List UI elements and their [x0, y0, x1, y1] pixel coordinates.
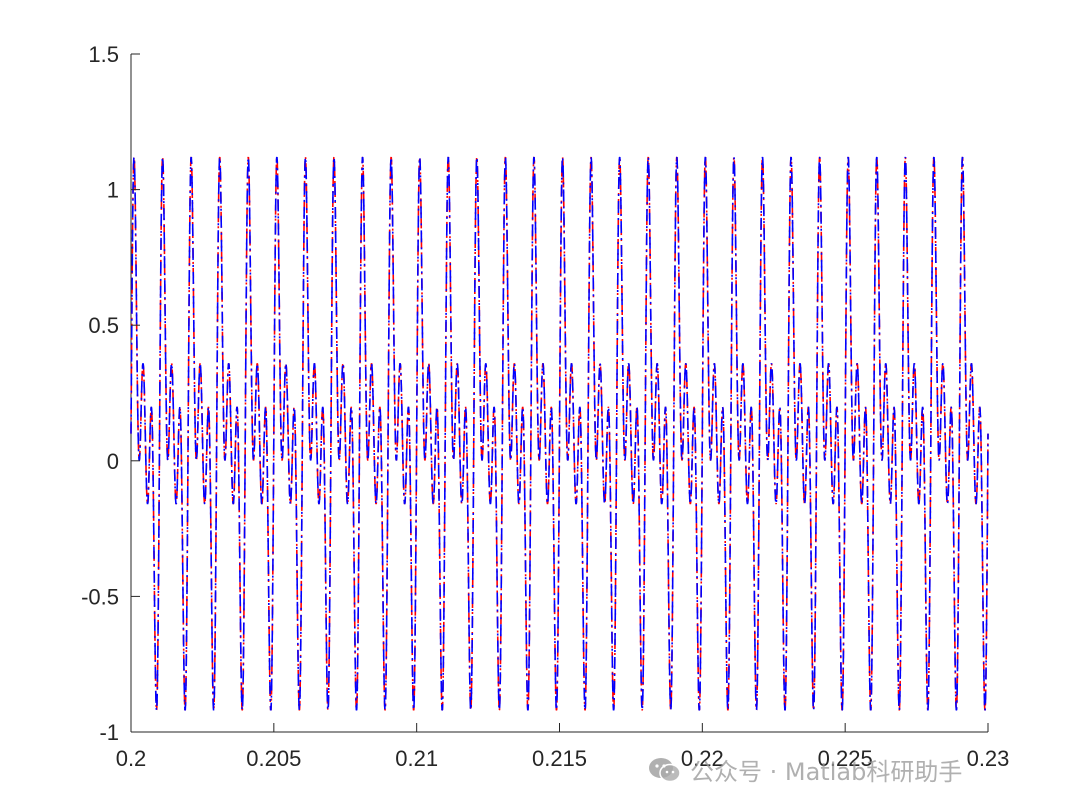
watermark-text: 公众号 · Matlab科研助手 — [690, 758, 963, 786]
x-tick-label: 0.215 — [532, 746, 587, 771]
y-tick-label: 1 — [107, 178, 119, 203]
y-tick-label: -0.5 — [81, 584, 119, 609]
x-tick-label: 0.22 — [681, 746, 724, 771]
ticks-layer: 0.2 0.205 0.21 0.215 0.22 0.225 0.23 -1 -0.5 0 0.5… — [81, 42, 1009, 771]
y-tick-label: 0.5 — [88, 313, 119, 338]
x-tick-label: 0.205 — [246, 746, 301, 771]
y-tick-label: -1 — [99, 720, 119, 745]
x-tick-label: 0.23 — [967, 746, 1010, 771]
wechat-icon — [648, 756, 682, 784]
y-tick-label: 1.5 — [88, 42, 119, 67]
x-tick-label: 0.2 — [116, 746, 147, 771]
watermark: 公众号 · Matlab科研助手 — [648, 752, 962, 787]
x-tick-label: 0.225 — [818, 746, 873, 771]
series-line-1 — [130, 156, 989, 711]
series-layer — [130, 156, 989, 711]
y-tick-label: 0 — [107, 449, 119, 474]
x-tick-label: 0.21 — [395, 746, 438, 771]
